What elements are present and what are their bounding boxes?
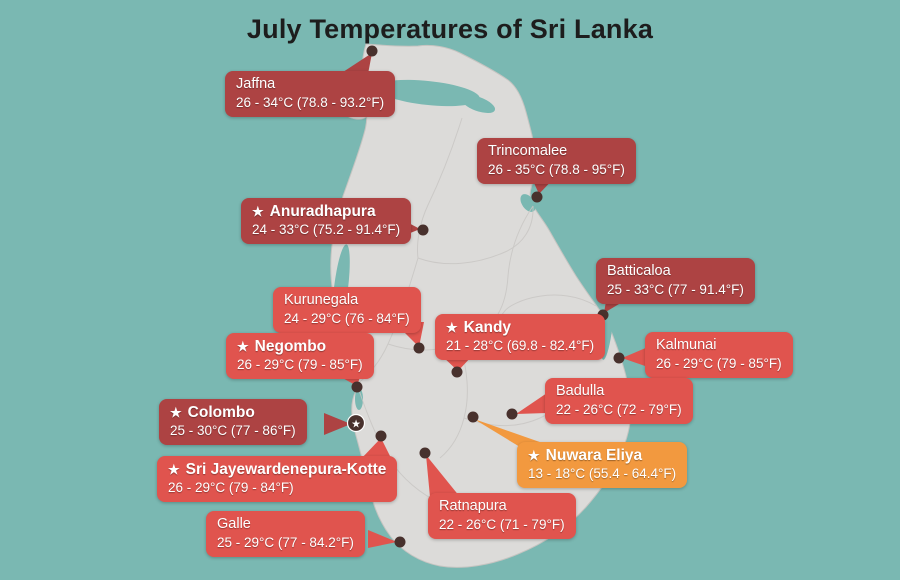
- callout-kurunegala: Kurunegala 24 - 29°C (76 - 84°F): [273, 287, 421, 333]
- star-icon: ★: [446, 320, 458, 335]
- city-name: Galle: [217, 516, 251, 532]
- star-icon: ★: [168, 462, 180, 477]
- callout-anuradhapura: ★ Anuradhapura 24 - 33°C (75.2 - 91.4°F): [241, 198, 412, 244]
- city-temp: 26 - 29°C (79 - 85°F): [237, 357, 363, 372]
- city-temp: 21 - 28°C (69.8 - 82.4°F): [446, 338, 595, 353]
- city-temp: 22 - 26°C (71 - 79°F): [439, 517, 565, 532]
- city-temp: 22 - 26°C (72 - 79°F): [556, 402, 682, 417]
- callout-galle: Galle 25 - 29°C (77 - 84.2°F): [206, 511, 365, 557]
- city-name: ★ Kandy: [446, 319, 512, 336]
- callout-kandy: ★ Kandy 21 - 28°C (69.8 - 82.4°F): [435, 314, 606, 360]
- city-temp: 26 - 29°C (79 - 85°F): [656, 356, 782, 371]
- callout-colombo: ★ Colombo 25 - 30°C (77 - 86°F): [159, 399, 307, 445]
- callout-nuwara-eliya: ★ Nuwara Eliya 13 - 18°C (55.4 - 64.4°F): [517, 442, 688, 488]
- city-name: Badulla: [556, 383, 605, 399]
- callout-kalmunai: Kalmunai 26 - 29°C (79 - 85°F): [645, 332, 793, 378]
- city-name: ★ Sri Jayewardenepura-Kotte: [168, 461, 387, 478]
- city-name: Kalmunai: [656, 337, 717, 353]
- city-name: ★ Nuwara Eliya: [528, 447, 643, 464]
- city-name: Ratnapura: [439, 498, 507, 514]
- callout-trincomalee: Trincomalee 26 - 35°C (78.8 - 95°F): [477, 138, 636, 184]
- city-name: ★ Negombo: [237, 338, 327, 355]
- star-icon: ★: [237, 339, 249, 354]
- star-icon: ★: [528, 448, 540, 463]
- star-icon: ★: [252, 204, 264, 219]
- city-name: Trincomalee: [488, 143, 568, 159]
- city-temp: 26 - 34°C (78.8 - 93.2°F): [236, 95, 385, 110]
- callout-negombo: ★ Negombo 26 - 29°C (79 - 85°F): [226, 333, 374, 379]
- city-name: Batticaloa: [607, 263, 671, 279]
- city-temp: 25 - 29°C (77 - 84.2°F): [217, 535, 354, 550]
- callout-jaffna: Jaffna 26 - 34°C (78.8 - 93.2°F): [225, 71, 396, 117]
- city-temp: 26 - 35°C (78.8 - 95°F): [488, 162, 625, 177]
- callout-sri-jayewardenepura-kotte: ★ Sri Jayewardenepura-Kotte 26 - 29°C (79…: [157, 456, 398, 502]
- city-temp: 25 - 30°C (77 - 86°F): [170, 423, 296, 438]
- city-temp: 26 - 29°C (79 - 84°F): [168, 480, 294, 495]
- city-temp: 24 - 33°C (75.2 - 91.4°F): [252, 222, 401, 237]
- city-name: ★ Anuradhapura: [252, 203, 376, 220]
- callout-batticaloa: Batticaloa 25 - 33°C (77 - 91.4°F): [596, 258, 755, 304]
- star-icon: ★: [170, 405, 182, 420]
- city-name: ★ Colombo: [170, 404, 255, 421]
- city-temp: 25 - 33°C (77 - 91.4°F): [607, 282, 744, 297]
- island-outline: [330, 43, 632, 568]
- city-temp: 24 - 29°C (76 - 84°F): [284, 311, 410, 326]
- callout-ratnapura: Ratnapura 22 - 26°C (71 - 79°F): [428, 493, 576, 539]
- city-temp: 13 - 18°C (55.4 - 64.4°F): [528, 466, 677, 481]
- city-name: Jaffna: [236, 76, 276, 92]
- callout-badulla: Badulla 22 - 26°C (72 - 79°F): [545, 378, 693, 424]
- page-title: July Temperatures of Sri Lanka: [246, 14, 654, 44]
- city-name: Kurunegala: [284, 292, 359, 308]
